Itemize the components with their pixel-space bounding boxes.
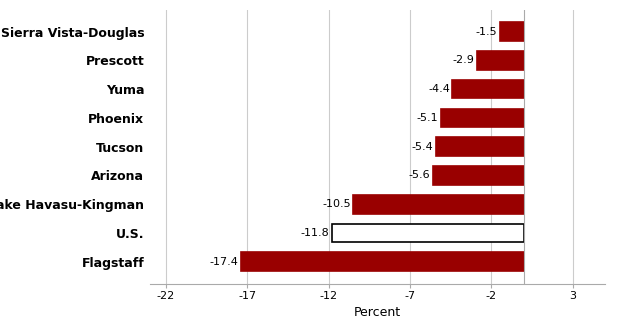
Text: -5.1: -5.1 xyxy=(417,113,439,123)
Bar xyxy=(477,51,524,70)
Text: -11.8: -11.8 xyxy=(301,228,329,238)
Bar xyxy=(433,166,524,185)
Text: -10.5: -10.5 xyxy=(322,199,351,209)
Text: -4.4: -4.4 xyxy=(428,84,450,94)
Text: -1.5: -1.5 xyxy=(475,27,497,37)
Text: -5.4: -5.4 xyxy=(412,142,434,152)
X-axis label: Percent: Percent xyxy=(354,306,401,319)
Text: -17.4: -17.4 xyxy=(210,257,238,267)
Bar xyxy=(241,252,524,271)
Bar xyxy=(441,109,524,127)
Bar xyxy=(500,22,524,41)
Bar xyxy=(452,80,524,98)
Text: -2.9: -2.9 xyxy=(452,55,474,65)
Bar xyxy=(332,224,524,243)
Bar xyxy=(353,195,524,214)
Bar xyxy=(436,137,524,156)
Text: -5.6: -5.6 xyxy=(409,170,431,181)
